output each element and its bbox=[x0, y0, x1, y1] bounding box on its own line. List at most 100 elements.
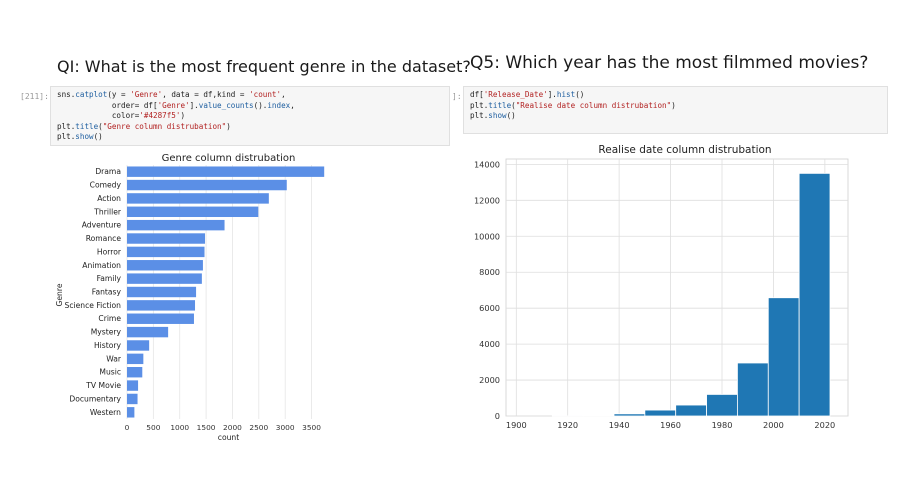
y-tick-label: Music bbox=[99, 368, 121, 377]
code-token: plt. bbox=[470, 111, 489, 121]
bar bbox=[127, 393, 138, 405]
y-tick-label: War bbox=[106, 354, 122, 363]
code-line: order= df['Genre'].value_counts().index, bbox=[57, 101, 443, 112]
code-token: 'Genre' bbox=[130, 90, 163, 99]
code-line: sns.catplot(y = 'Genre', data = df,kind … bbox=[57, 90, 443, 101]
histogram-bar bbox=[675, 404, 707, 417]
bar bbox=[127, 326, 169, 338]
x-tick-label: 3000 bbox=[276, 423, 295, 432]
histogram-bar bbox=[613, 413, 646, 417]
y-tick-label: Action bbox=[97, 194, 121, 203]
bar bbox=[127, 233, 206, 244]
y-tick-label: Thriller bbox=[93, 207, 122, 216]
y-axis-label: Genre bbox=[55, 283, 64, 306]
code-token: , bbox=[290, 100, 295, 110]
bar bbox=[127, 246, 205, 258]
right-cell-prompt: ]: bbox=[452, 92, 462, 101]
y-tick-label: Horror bbox=[97, 247, 122, 256]
y-tick-label: 8000 bbox=[479, 267, 500, 277]
plot-area bbox=[505, 158, 849, 417]
y-tick-label: 10000 bbox=[474, 231, 500, 241]
x-tick-label: 2000 bbox=[223, 423, 242, 432]
y-tick-label: Comedy bbox=[90, 181, 122, 190]
histogram-bar bbox=[582, 414, 615, 417]
code-token: "Realise date column distrubation" bbox=[515, 100, 672, 110]
y-tick-label: Mystery bbox=[91, 328, 122, 337]
code-token: df[ bbox=[470, 90, 484, 99]
y-tick-label: Animation bbox=[82, 261, 121, 270]
bar bbox=[127, 380, 139, 391]
code-token: 'Release_Date' bbox=[483, 90, 548, 99]
left-question-title: QI: What is the most frequent genre in t… bbox=[57, 57, 471, 76]
code-token: "Genre column distrubation" bbox=[102, 121, 227, 131]
code-token: ) bbox=[226, 121, 231, 131]
histogram-bar bbox=[798, 172, 831, 417]
x-tick-label: 1900 bbox=[506, 420, 527, 430]
chart-title: Realise date column distrubation bbox=[598, 144, 771, 156]
code-token: title bbox=[75, 121, 99, 131]
y-tick-label: 12000 bbox=[474, 195, 500, 205]
code-token: plt. bbox=[57, 121, 76, 131]
code-token: index bbox=[267, 100, 291, 110]
code-line: plt.title("Genre column distrubation") bbox=[57, 122, 443, 133]
bar bbox=[127, 273, 202, 284]
x-tick-label: 1980 bbox=[712, 420, 733, 430]
code-token: (). bbox=[253, 100, 268, 110]
code-token: plt. bbox=[57, 132, 76, 142]
right-question-title: Q5: Which year has the most filmmed movi… bbox=[470, 53, 869, 73]
histogram-bar bbox=[706, 394, 738, 417]
left-cell-prompt: [211]: bbox=[20, 92, 49, 101]
code-token: catplot bbox=[75, 90, 108, 99]
code-token: order= df[ bbox=[57, 100, 158, 110]
left-code-cell[interactable]: sns.catplot(y = 'Genre', data = df,kind … bbox=[50, 86, 450, 146]
code-token: ]. bbox=[189, 100, 199, 110]
y-tick-label: Documentary bbox=[69, 394, 121, 403]
x-tick-label: 2500 bbox=[249, 423, 268, 432]
code-token: ]. bbox=[547, 90, 557, 99]
bar bbox=[127, 179, 287, 191]
code-token: , bbox=[281, 90, 286, 99]
x-tick-label: 0 bbox=[125, 423, 130, 432]
x-tick-label: 500 bbox=[146, 423, 160, 432]
bar bbox=[127, 166, 325, 177]
code-token: 'count' bbox=[249, 90, 282, 99]
y-tick-label: Fantasy bbox=[92, 288, 122, 297]
code-token: show bbox=[488, 111, 507, 121]
y-tick-label: Science Fiction bbox=[65, 301, 122, 310]
code-token: ( bbox=[98, 121, 103, 131]
code-token: () bbox=[575, 90, 585, 99]
histogram-bar bbox=[737, 362, 769, 417]
bar bbox=[127, 219, 225, 231]
right-code-cell[interactable]: df['Release_Date'].hist() plt.title("Real… bbox=[463, 86, 888, 134]
code-token: title bbox=[488, 100, 512, 110]
bar bbox=[127, 193, 269, 204]
code-line: plt.show() bbox=[470, 111, 881, 122]
code-token: ) bbox=[180, 111, 186, 121]
y-tick-label: Drama bbox=[95, 167, 121, 176]
y-tick-label: Western bbox=[90, 408, 121, 417]
y-tick-label: Adventure bbox=[82, 221, 122, 230]
code-token: () bbox=[93, 132, 103, 142]
bar bbox=[127, 340, 150, 351]
bar bbox=[127, 300, 196, 311]
bar bbox=[127, 313, 194, 324]
y-tick-label: 4000 bbox=[479, 339, 500, 349]
code-line: plt.title("Realise date column distrubat… bbox=[470, 101, 881, 112]
code-token: (y = bbox=[107, 90, 131, 99]
x-tick-label: 1000 bbox=[170, 423, 189, 432]
code-token: show bbox=[75, 132, 94, 142]
code-line: df['Release_Date'].hist() bbox=[470, 90, 881, 101]
code-token: sns. bbox=[57, 90, 76, 99]
code-token: hist bbox=[556, 90, 576, 99]
chart-title: Genre column distrubation bbox=[162, 153, 296, 164]
x-axis-label: count bbox=[218, 433, 239, 442]
x-tick-label: 1960 bbox=[660, 420, 681, 430]
x-tick-label: 3500 bbox=[302, 423, 321, 432]
code-token: 'Genre' bbox=[157, 100, 190, 110]
bar bbox=[127, 407, 135, 418]
x-tick-label: 2020 bbox=[814, 420, 835, 430]
code-token: () bbox=[506, 111, 516, 121]
bar bbox=[127, 286, 197, 298]
x-tick-label: 1920 bbox=[557, 420, 578, 430]
y-tick-label: Crime bbox=[98, 314, 121, 323]
